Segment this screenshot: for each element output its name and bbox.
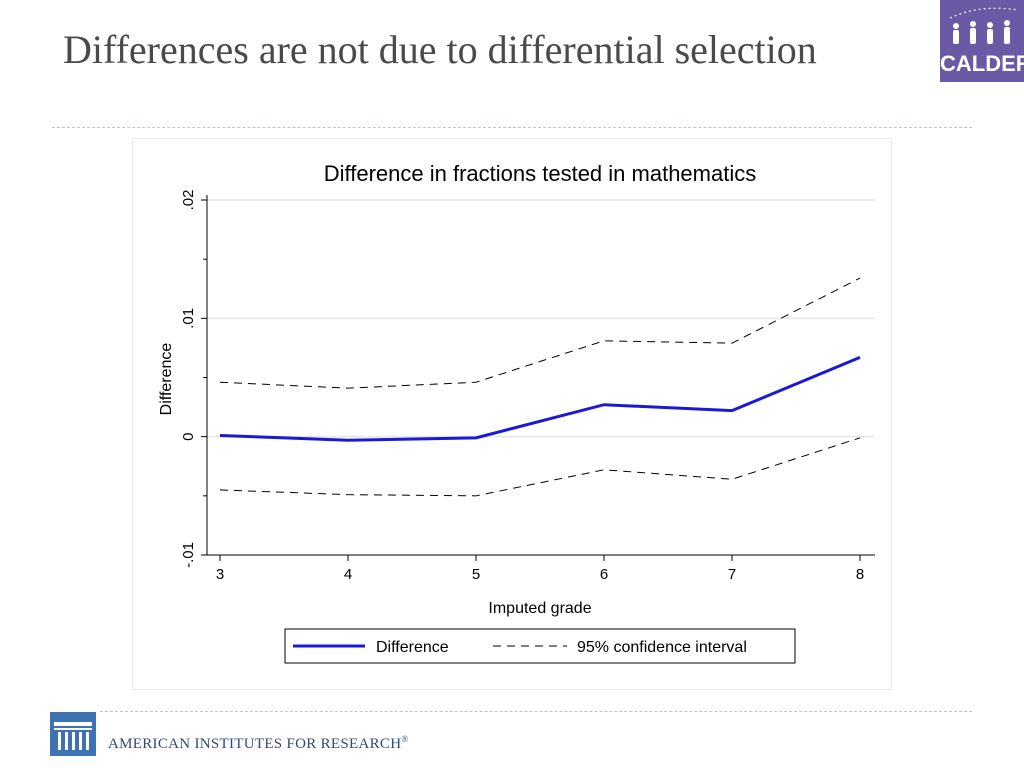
legend: Difference 95% confidence interval bbox=[284, 628, 796, 664]
legend-label-difference: Difference bbox=[376, 639, 449, 656]
legend-label-confidence-interval: 95% confidence interval bbox=[577, 639, 747, 656]
y-tick-label: .01 bbox=[180, 308, 197, 329]
logo-figures-icon bbox=[949, 7, 1019, 44]
air-emblem-icon bbox=[50, 712, 96, 756]
x-axis-label: Imputed grade bbox=[488, 600, 591, 617]
y-tick-label: .02 bbox=[180, 190, 197, 211]
line-chart: Difference in fractions tested in mathem… bbox=[158, 161, 875, 664]
grid-lines bbox=[207, 199, 875, 438]
series bbox=[219, 277, 861, 497]
chart-frame: Difference in fractions tested in mathem… bbox=[132, 138, 892, 690]
series-line-ci-upper bbox=[219, 277, 861, 389]
chart-title: Difference in fractions tested in mathem… bbox=[324, 161, 756, 186]
x-tick-label: 6 bbox=[600, 566, 608, 583]
x-tick-label: 8 bbox=[856, 566, 864, 583]
y-tick-label: -.01 bbox=[180, 542, 197, 568]
title-divider bbox=[52, 127, 972, 128]
series-line-ci-lower bbox=[219, 437, 861, 497]
footer-org-name: AMERICAN INSTITUTES FOR RESEARCH® bbox=[108, 734, 409, 753]
logo-text: CALDER bbox=[940, 51, 1024, 76]
x-tick-label: 4 bbox=[344, 566, 352, 583]
footer-divider bbox=[100, 711, 972, 712]
y-tick-label: 0 bbox=[180, 432, 197, 440]
x-tick-label: 5 bbox=[472, 566, 480, 583]
series-line-difference bbox=[219, 355, 861, 442]
footer-org-text: AMERICAN INSTITUTES FOR RESEARCH bbox=[108, 736, 402, 752]
axes: -.01 0 .01 .02 3 4 5 6 7 8 bbox=[180, 190, 875, 583]
x-tick-label: 3 bbox=[216, 566, 224, 583]
x-tick-label: 7 bbox=[728, 566, 736, 583]
y-axis-label: Difference bbox=[158, 343, 175, 416]
slide-title: Differences are not due to differential … bbox=[63, 27, 817, 72]
calder-logo: CALDER bbox=[940, 0, 1024, 82]
registered-mark: ® bbox=[401, 734, 409, 744]
